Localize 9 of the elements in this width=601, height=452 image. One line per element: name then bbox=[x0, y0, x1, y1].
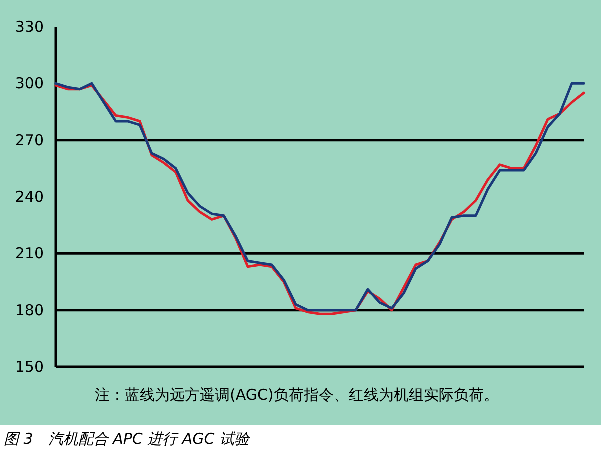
y-tick-label: 210 bbox=[15, 244, 44, 263]
y-tick-label: 180 bbox=[15, 301, 44, 320]
y-tick-label: 270 bbox=[15, 131, 44, 150]
y-tick-label: 300 bbox=[15, 74, 44, 93]
y-tick-label: 150 bbox=[15, 358, 44, 376]
caption: 图 3 汽机配合 APC 进行 AGC 试验 bbox=[4, 430, 252, 448]
y-tick-label: 330 bbox=[15, 18, 44, 36]
text: 注：蓝线为远方遥调(AGC)负荷指令、红线为机组实际负荷。 bbox=[95, 386, 499, 404]
y-tick-label: 240 bbox=[15, 188, 44, 206]
